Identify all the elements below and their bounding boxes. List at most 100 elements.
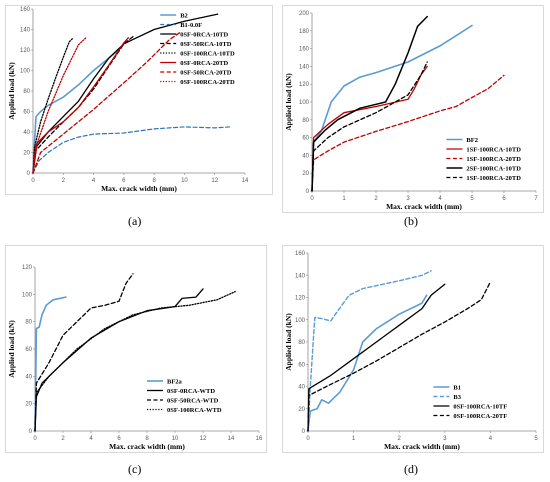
x-axis-label: Max. crack width (mm) bbox=[109, 442, 185, 451]
x-tick-label: 4 bbox=[92, 178, 96, 184]
chart-legend: B1 B3 0SF-100RCA-10TF 0SF-100RCA-20TF bbox=[433, 384, 507, 420]
x-tick-label: 2 bbox=[374, 196, 378, 202]
x-tick-label: 4 bbox=[489, 436, 493, 442]
y-tick-label: 140 bbox=[20, 28, 31, 34]
chart-legend: BF2 1SF-100RCA-10TD 1SF-100RCA-20TD 2SF-100… bbox=[446, 137, 521, 182]
legend-label: 0SF-100RCA-WTD bbox=[167, 407, 222, 414]
legend-label: B2 bbox=[180, 12, 188, 19]
y-tick-label: 0 bbox=[306, 189, 310, 195]
y-tick-label: 60 bbox=[25, 347, 32, 353]
x-tick-label: 10 bbox=[172, 436, 179, 442]
x-tick-label: 0 bbox=[306, 436, 310, 442]
legend-label: 0SF-100RCA-20TF bbox=[453, 413, 507, 420]
series-line bbox=[311, 24, 473, 192]
chart-c: 0 20 40 60 80 100 120 0 2 4 6 8 10 12 14 16 Max. crack w… bbox=[5, 245, 267, 453]
y-axis-label: Applied load (kN) bbox=[7, 320, 16, 378]
x-tick-label: 12 bbox=[211, 178, 218, 184]
y-tick-label: 100 bbox=[22, 292, 33, 298]
x-tick-label: 14 bbox=[242, 178, 249, 184]
series-line bbox=[32, 31, 181, 174]
panel-b: 0 20 40 60 80 100 120 140 160 180 200 0 1 2 3 4 5 6 7 Max. … bbox=[282, 5, 544, 213]
x-tick-label: 8 bbox=[145, 436, 149, 442]
series-line bbox=[307, 270, 432, 432]
legend-label: 0SF-50RCA-10TD bbox=[180, 41, 232, 48]
x-tick-label: 1 bbox=[352, 436, 356, 442]
chart-legend: B2 B1-0.0F 0SF-0RCA-10TD 0SF-50RCA-10TD 0SF-… bbox=[160, 12, 235, 86]
y-tick-label: 40 bbox=[302, 153, 309, 159]
legend-label: 1SF-100RCA-20TD bbox=[466, 175, 521, 182]
x-tick-label: 7 bbox=[534, 196, 538, 202]
y-tick-label: 60 bbox=[23, 110, 30, 116]
y-tick-label: 100 bbox=[299, 100, 310, 106]
series-line bbox=[307, 283, 446, 432]
y-tick-label: 140 bbox=[299, 64, 310, 70]
legend-label: 1SF-100RCA-10TD bbox=[466, 146, 521, 153]
legend-label: 0SF-50RCA-WTD bbox=[167, 397, 219, 404]
y-axis-label: Applied load (kN) bbox=[284, 73, 293, 131]
y-tick-label: 80 bbox=[25, 320, 32, 326]
series-line bbox=[34, 273, 134, 432]
y-tick-label: 40 bbox=[23, 130, 30, 136]
legend-label: 0SF-100RCA-10TF bbox=[453, 403, 507, 410]
series-line bbox=[32, 47, 122, 174]
legend-label: 0SF-0RCA-10TD bbox=[180, 31, 228, 38]
x-tick-label: 5 bbox=[470, 196, 474, 202]
x-tick-label: 10 bbox=[181, 178, 188, 184]
chart-frame bbox=[282, 245, 544, 453]
y-tick-label: 100 bbox=[295, 318, 306, 324]
legend-label: 0SF-0RCA-20TD bbox=[180, 60, 228, 67]
chart-frame bbox=[5, 5, 273, 195]
y-tick-label: 120 bbox=[22, 265, 33, 271]
y-tick-label: 20 bbox=[298, 407, 305, 413]
x-tick-label: 4 bbox=[438, 196, 442, 202]
legend-label: 2SF-100RCA-10TD bbox=[466, 165, 521, 172]
series-line bbox=[32, 38, 74, 174]
series-line bbox=[32, 37, 130, 174]
caption-b: (b) bbox=[404, 214, 418, 228]
y-tick-label: 40 bbox=[298, 385, 305, 391]
x-tick-label: 12 bbox=[200, 436, 207, 442]
y-tick-label: 20 bbox=[23, 151, 30, 157]
y-tick-label: 0 bbox=[302, 429, 306, 435]
x-axis-label: Max. crack width (mm) bbox=[101, 184, 177, 193]
x-tick-label: 6 bbox=[122, 178, 126, 184]
series-line bbox=[311, 15, 428, 192]
series-line bbox=[311, 61, 428, 192]
y-tick-label: 200 bbox=[299, 11, 310, 17]
y-axis-label: Applied load (kN) bbox=[284, 313, 293, 371]
y-tick-label: 160 bbox=[20, 7, 31, 13]
series-line bbox=[311, 65, 428, 192]
series-line bbox=[34, 296, 67, 432]
x-tick-label: 1 bbox=[342, 196, 346, 202]
y-tick-label: 80 bbox=[302, 118, 309, 124]
y-tick-label: 0 bbox=[29, 429, 33, 435]
caption-a: (a) bbox=[128, 214, 142, 228]
legend-label: B3 bbox=[453, 394, 461, 401]
y-tick-label: 120 bbox=[299, 82, 310, 88]
x-tick-label: 3 bbox=[443, 436, 447, 442]
y-tick-label: 80 bbox=[23, 89, 30, 95]
y-tick-label: 80 bbox=[298, 340, 305, 346]
panel-a: 0 20 40 60 80 100 120 140 160 0 2 4 6 8 10 12 14 Max. cra… bbox=[5, 5, 273, 195]
x-tick-label: 8 bbox=[152, 178, 156, 184]
y-tick-label: 20 bbox=[302, 171, 309, 177]
series-line bbox=[32, 13, 219, 174]
series-line bbox=[34, 290, 236, 432]
legend-label: B1 bbox=[453, 384, 461, 391]
legend-label: 0SF-100RCA-20TD bbox=[180, 79, 235, 86]
legend-label: 0SF-100RCA-10TD bbox=[180, 50, 235, 57]
chart-legend: BF2a 0SF-0RCA-WTD 0SF-50RCA-WTD 0SF-100RCA-… bbox=[147, 378, 222, 414]
x-axis-label: Max. crack width (mm) bbox=[386, 202, 462, 211]
y-axis-label: Applied load (kN) bbox=[7, 62, 16, 120]
x-tick-label: 16 bbox=[256, 436, 263, 442]
series-line bbox=[32, 126, 231, 174]
x-axis-label: Max. crack width (mm) bbox=[384, 442, 460, 451]
legend-label: 1SF-100RCA-20TD bbox=[466, 156, 521, 163]
x-tick-label: 2 bbox=[61, 436, 65, 442]
y-tick-label: 40 bbox=[25, 374, 32, 380]
chart-frame bbox=[5, 245, 267, 453]
series-line bbox=[307, 294, 428, 432]
legend-label: 0SF-0RCA-WTD bbox=[167, 388, 215, 395]
legend-label: 0SF-50RCA-20TD bbox=[180, 69, 232, 76]
panel-d: 0 20 40 60 80 100 120 140 160 0 1 2 3 4 5 Max. crack wi… bbox=[282, 245, 544, 453]
